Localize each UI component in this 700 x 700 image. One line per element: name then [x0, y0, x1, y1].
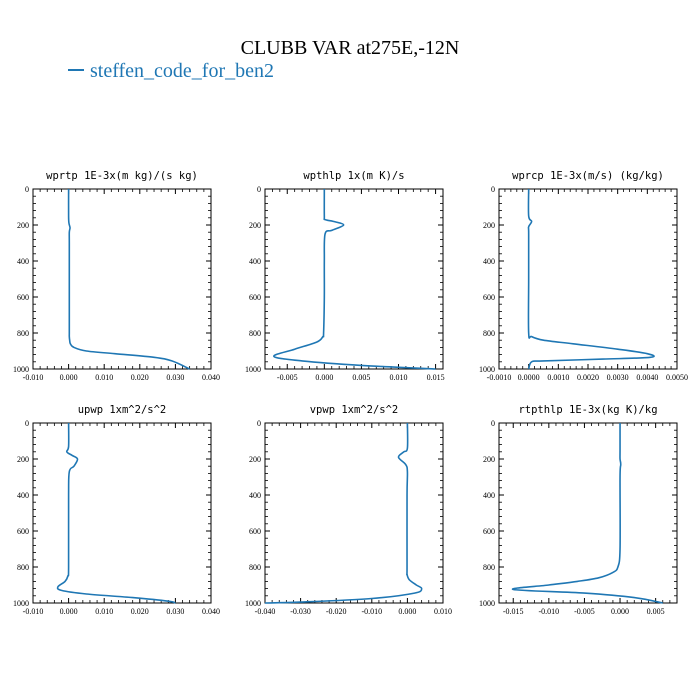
x-tick-label: -0.010 [539, 607, 560, 616]
x-tick-label: -0.005 [574, 607, 595, 616]
y-tick-label: 1000 [245, 365, 261, 374]
x-tick-label: 0.005 [352, 373, 370, 382]
panel-frame [32, 422, 212, 604]
x-tick-label: 0.030 [166, 607, 184, 616]
x-tick-label: 0.015 [427, 373, 445, 382]
y-tick-label: 800 [483, 563, 495, 572]
panel-title: rtpthlp 1E-3x(kg K)/kg [518, 404, 657, 416]
y-tick-label: 600 [17, 293, 29, 302]
panel-title: upwp 1xm^2/s^2 [78, 404, 167, 416]
y-tick-label: 200 [249, 221, 261, 230]
y-tick-label: 0 [491, 419, 495, 428]
x-tick-label: -0.010 [23, 607, 44, 616]
y-tick-label: 600 [249, 527, 261, 536]
y-tick-label: 800 [249, 563, 261, 572]
x-tick-label: -0.010 [361, 607, 382, 616]
y-tick-label: 1000 [13, 365, 29, 374]
x-tick-label: 0.020 [131, 373, 149, 382]
y-tick-label: 400 [17, 257, 29, 266]
series-line [56, 422, 176, 604]
x-tick-label: -0.010 [23, 373, 44, 382]
series-line [527, 188, 655, 370]
y-tick-label: 200 [249, 455, 261, 464]
y-tick-label: 1000 [479, 599, 495, 608]
x-tick-label: 0.0020 [577, 373, 599, 382]
y-tick-label: 1000 [479, 365, 495, 374]
y-tick-label: 600 [483, 293, 495, 302]
y-tick-label: 200 [483, 221, 495, 230]
x-tick-label: 0.010 [95, 373, 113, 382]
x-tick-label: 0.0050 [666, 373, 688, 382]
series-line [273, 188, 436, 370]
x-tick-label: 0.000 [611, 607, 629, 616]
y-tick-label: 400 [17, 491, 29, 500]
legend-line-icon [68, 69, 84, 72]
legend: steffen_code_for_ben2 [68, 60, 274, 83]
x-tick-label: 0.0010 [547, 373, 569, 382]
x-tick-label: -0.0010 [487, 373, 512, 382]
x-tick-label: 0.0000 [518, 373, 540, 382]
y-tick-label: 800 [17, 329, 29, 338]
panel-title: wprcp 1E-3x(m/s) (kg/kg) [512, 170, 664, 182]
panel-frame [264, 422, 444, 604]
panel-frame [498, 422, 678, 604]
y-tick-label: 200 [17, 221, 29, 230]
y-tick-label: 600 [17, 527, 29, 536]
x-tick-label: 0.030 [166, 373, 184, 382]
y-tick-label: 0 [257, 185, 261, 194]
x-tick-label: -0.015 [503, 607, 524, 616]
x-tick-label: 0.000 [398, 607, 416, 616]
x-tick-label: 0.005 [647, 607, 665, 616]
y-tick-label: 1000 [245, 599, 261, 608]
y-tick-label: 600 [249, 293, 261, 302]
x-tick-label: 0.0030 [607, 373, 629, 382]
y-tick-label: 1000 [13, 599, 29, 608]
y-tick-label: 200 [483, 455, 495, 464]
panel-frame [498, 188, 678, 370]
x-tick-label: 0.000 [315, 373, 333, 382]
y-tick-label: 800 [17, 563, 29, 572]
y-tick-label: 600 [483, 527, 495, 536]
series-line [67, 188, 190, 370]
x-tick-label: -0.040 [255, 607, 276, 616]
panel-title: wprtp 1E-3x(m kg)/(s kg) [46, 170, 198, 182]
panel-frame [32, 188, 212, 370]
x-tick-label: 0.000 [60, 607, 78, 616]
x-tick-label: -0.005 [277, 373, 298, 382]
y-tick-label: 400 [483, 491, 495, 500]
x-tick-label: 0.010 [390, 373, 408, 382]
x-tick-label: -0.030 [290, 607, 311, 616]
y-tick-label: 400 [483, 257, 495, 266]
y-tick-label: 200 [17, 455, 29, 464]
y-tick-label: 800 [249, 329, 261, 338]
y-tick-label: 0 [25, 419, 29, 428]
legend-label: steffen_code_for_ben2 [90, 60, 275, 82]
x-tick-label: 0.000 [60, 373, 78, 382]
y-tick-label: 800 [483, 329, 495, 338]
y-tick-label: 400 [249, 491, 261, 500]
series-line [264, 422, 423, 604]
x-tick-label: -0.020 [326, 607, 347, 616]
y-tick-label: 0 [25, 185, 29, 194]
panel-frame [264, 188, 444, 370]
y-tick-label: 0 [257, 419, 261, 428]
y-tick-label: 400 [249, 257, 261, 266]
x-tick-label: 0.010 [434, 607, 452, 616]
figure-title: CLUBB VAR at275E,-12N [240, 37, 460, 59]
x-tick-label: 0.040 [202, 607, 220, 616]
panel-title: wpthlp 1x(m K)/s [303, 170, 404, 182]
x-tick-label: 0.020 [131, 607, 149, 616]
x-tick-label: 0.010 [95, 607, 113, 616]
x-tick-label: 0.0040 [636, 373, 658, 382]
x-tick-label: 0.040 [202, 373, 220, 382]
series-line [511, 423, 663, 604]
panel-title: vpwp 1xm^2/s^2 [310, 404, 399, 416]
y-tick-label: 0 [491, 185, 495, 194]
